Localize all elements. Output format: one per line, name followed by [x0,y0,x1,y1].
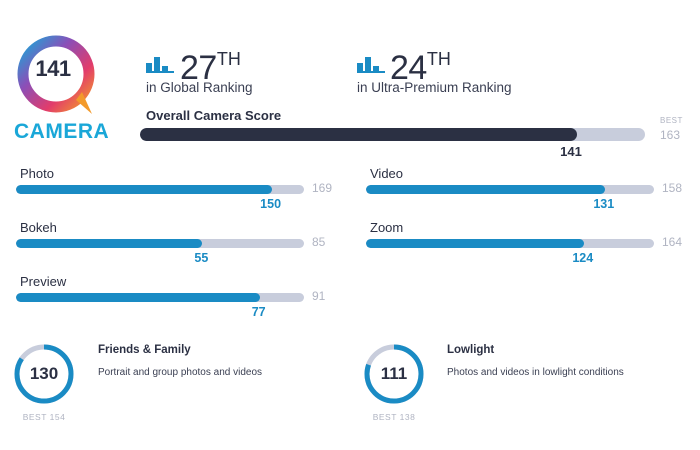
preview-score-label: Preview [20,274,67,289]
zoom-score-bar [366,239,654,248]
zoom-score-label: Zoom [370,220,404,235]
best-label: BEST [660,116,683,125]
lowlight-description: Photos and videos in lowlight conditions [447,367,624,378]
zoom-max-value: 164 [662,235,683,249]
video-score-label: Video [370,166,404,181]
bokeh-score-label: Bokeh [20,220,57,235]
video-score-value: 131 [593,197,615,211]
lowlight-title: Lowlight [447,344,495,356]
friends-family-title: Friends & Family [98,344,191,356]
best-score-value: 163 [660,128,681,142]
preview-score-fill [16,293,260,302]
photo-score-bar [16,185,304,194]
overall-score-label: Overall Camera Score [146,108,282,123]
segment-rank-label: in Ultra-Premium Ranking [357,80,512,95]
preview-score-value: 77 [251,305,266,319]
photo-score-value: 150 [260,197,282,211]
zoom-score-fill [366,239,584,248]
bar-chart-icon [357,57,385,73]
global-rank: 27TH [180,49,241,87]
overall-score-fill [140,128,577,141]
bokeh-score-fill [16,239,203,248]
video-max-value: 158 [662,181,683,195]
global-rank-label: in Global Ranking [146,80,253,95]
overall-score-value: 141 [560,144,582,159]
photo-score-label: Photo [20,166,54,181]
friends-family-ring [14,344,74,404]
badge-score: 141 [35,56,71,81]
friends-family-description: Portrait and group photos and videos [98,367,262,378]
lowlight-best: BEST 138 [372,412,416,422]
photo-score-fill [16,185,272,194]
video-score-fill [366,185,605,194]
zoom-score-value: 124 [572,251,594,265]
preview-score-bar [16,293,304,302]
lowlight-ring [364,344,424,404]
photo-max-value: 169 [312,181,333,195]
bokeh-score-value: 55 [194,251,209,265]
friends-family-best: BEST 154 [22,412,66,422]
segment-rank: 24TH [390,49,451,87]
camera-badge [17,35,95,114]
bar-chart-icon [146,57,174,73]
friends-family-score: 130 [29,364,59,383]
preview-max-value: 91 [312,289,326,303]
video-score-bar [366,185,654,194]
overall-score-bar [140,128,645,141]
bokeh-score-bar [16,239,304,248]
badge-label: CAMERA [14,120,110,143]
bokeh-max-value: 85 [312,235,326,249]
lowlight-score: 111 [380,364,408,383]
